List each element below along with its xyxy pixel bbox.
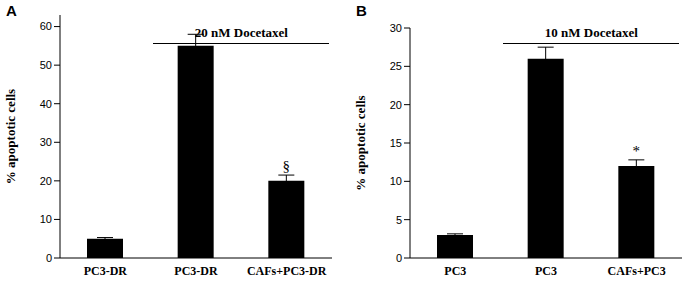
svg-text:CAFs+PC3-DR: CAFs+PC3-DR — [247, 264, 327, 278]
svg-text:5: 5 — [396, 214, 402, 226]
svg-text:0: 0 — [46, 252, 52, 264]
svg-text:§: § — [283, 158, 291, 174]
svg-text:PC3-DR: PC3-DR — [174, 264, 218, 278]
svg-text:*: * — [633, 143, 641, 159]
svg-text:40: 40 — [40, 98, 52, 110]
svg-text:10: 10 — [40, 213, 52, 225]
svg-text:20: 20 — [40, 175, 52, 187]
svg-text:% apoptotic cells: % apoptotic cells — [8, 89, 18, 184]
svg-text:PC3: PC3 — [535, 264, 557, 278]
html-text:20 nM Docetaxel: 20 nM Docetaxel — [194, 25, 288, 40]
html-text:A: A — [6, 2, 17, 19]
svg-text:60: 60 — [40, 20, 52, 32]
svg-text:25: 25 — [390, 60, 402, 72]
svg-text:PC3: PC3 — [444, 264, 466, 278]
svg-text:15: 15 — [390, 137, 402, 149]
svg-text:CAFs+PC3: CAFs+PC3 — [608, 264, 666, 278]
html-text:10 nM Docetaxel: 10 nM Docetaxel — [544, 25, 638, 40]
svg-text:30: 30 — [40, 136, 52, 148]
svg-text:0: 0 — [396, 252, 402, 264]
svg-text:% apoptotic cells: % apoptotic cells — [353, 95, 368, 190]
html-text:B: B — [356, 2, 367, 19]
svg-text:50: 50 — [40, 59, 52, 71]
svg-text:PC3-DR: PC3-DR — [84, 264, 128, 278]
svg-text:10: 10 — [390, 175, 402, 187]
svg-text:30: 30 — [390, 22, 402, 34]
svg-text:20: 20 — [390, 99, 402, 111]
